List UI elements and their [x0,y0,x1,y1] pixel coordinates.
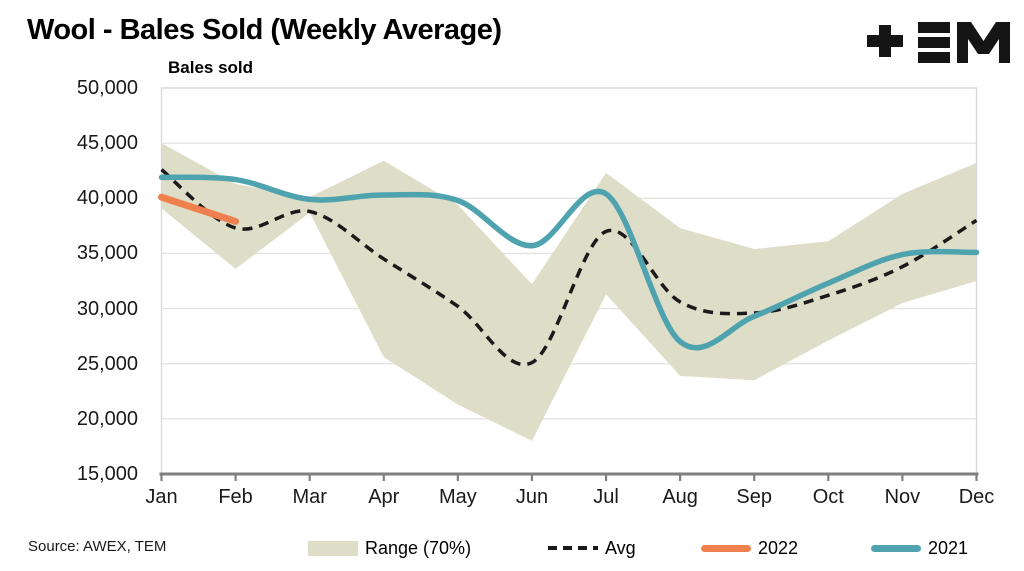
line-2021 [158,174,980,351]
legend-label-avg: Avg [605,537,636,558]
x-tick-label: Apr [368,486,400,508]
x-tick-label: May [438,486,477,508]
y-tick-label: 25,000 [76,352,138,375]
plot-border [160,87,978,474]
legend-item-avg: Avg [548,538,636,558]
line-2022 [158,193,240,225]
x-tick-label: Jun [515,486,549,508]
legend-swatch-avg-dashed [548,546,598,550]
y-tick-label: 15,000 [76,463,138,485]
legend-swatch-2021-line [871,544,921,552]
x-tick-label: Feb [218,486,253,508]
legend-swatch-2022-line [701,544,751,552]
legend-label-range: Range (70%) [365,537,472,558]
x-tick-label: Dec [958,486,995,508]
legend-label-2022: 2022 [758,537,799,558]
x-tick-label: Jan [145,486,178,508]
tem-logo-icon [867,22,1010,63]
y-tick-label: 50,000 [76,77,138,99]
y-axis-title: Bales sold [168,58,254,77]
avg-line [160,168,978,367]
legend-swatch-range-band [308,540,358,556]
legend-item-range: Range (70%) [308,538,471,558]
x-tick-label: Jul [593,486,619,508]
y-tick-label: 40,000 [76,187,138,210]
y-tick-label: 30,000 [76,297,138,320]
x-tick-label: Sep [736,486,773,508]
legend-label-2021: 2021 [928,537,969,558]
legend-item-2022: 2022 [701,538,798,558]
chart-title: Wool - Bales Sold (Weekly Average) [27,14,502,46]
x-tick-label: Mar [292,486,327,508]
legend-item-2021: 2021 [871,538,968,558]
y-tick-label: 20,000 [76,407,138,430]
x-tick-label: Oct [812,486,844,508]
y-tick-label: 35,000 [76,242,138,265]
x-tick-label: Aug [662,486,698,508]
source-text: Source: AWEX, TEM [28,538,167,555]
y-tick-label: 45,000 [76,132,138,155]
x-tick-label: Nov [884,486,921,508]
